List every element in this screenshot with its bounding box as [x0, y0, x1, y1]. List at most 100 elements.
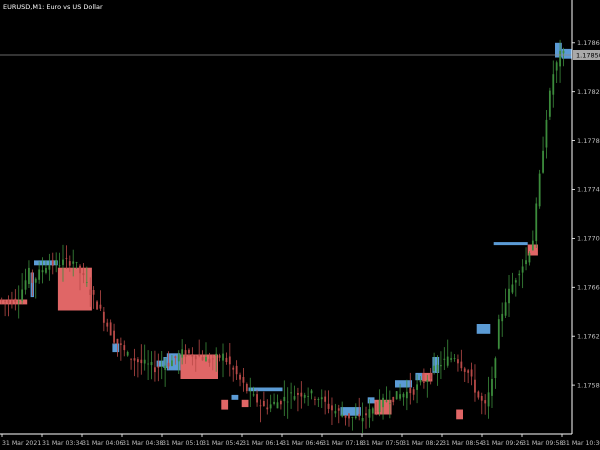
candle-body: [218, 355, 221, 358]
candle-body: [130, 358, 132, 360]
candle-body: [378, 400, 381, 412]
candle-body: [136, 359, 139, 363]
demand-block-5: [156, 360, 164, 367]
candle-body: [126, 352, 129, 356]
price-tick-label: 1.17620: [577, 332, 600, 340]
candle-body: [548, 90, 551, 117]
demand-block-19: [432, 357, 440, 373]
candle-body: [68, 261, 71, 266]
price-tick-label: 1.17780: [577, 137, 600, 145]
candle-body: [511, 284, 514, 293]
candle-body: [21, 289, 24, 301]
candle-body: [0, 299, 3, 301]
candle-body: [297, 393, 299, 395]
candle-body: [358, 413, 361, 417]
candle-body: [555, 62, 558, 71]
time-tick-label: 31 Mar 09:58: [522, 440, 563, 447]
candle-body: [535, 203, 538, 242]
candle-body: [109, 322, 112, 336]
candle-body: [317, 399, 320, 400]
candle-body: [283, 396, 286, 402]
candle-body: [348, 413, 350, 419]
demand-block-4: [112, 343, 120, 353]
candle-body: [143, 359, 146, 364]
candle-body: [327, 403, 330, 409]
candle-body: [559, 50, 561, 67]
candle-body: [273, 401, 275, 404]
candle-body: [31, 272, 34, 283]
supply-block-11: [241, 399, 249, 408]
candle-body: [89, 289, 92, 295]
candle-body: [174, 356, 177, 359]
candle-body: [113, 330, 115, 343]
candle-body: [375, 410, 378, 412]
candle-body: [351, 417, 354, 418]
price-scale[interactable]: 1.17860 1.17820 1.17780 1.17740 1.17700 1.176…: [572, 39, 600, 389]
candle-body: [426, 380, 429, 382]
candle-body: [177, 354, 180, 362]
candle-body: [147, 363, 150, 365]
candle-body: [279, 401, 282, 405]
candle-body: [75, 262, 78, 263]
candle-body: [11, 300, 13, 305]
supply-block-9: [221, 399, 229, 410]
time-tick-label: 31 Mar 05:10: [162, 440, 203, 447]
candle-body: [552, 74, 555, 95]
candle-body: [443, 358, 446, 360]
candle-body: [4, 300, 7, 302]
candle-body: [259, 405, 262, 407]
candle-body: [286, 401, 289, 403]
candle-body: [232, 367, 235, 370]
candle-body: [562, 50, 565, 54]
price-tick-label: 1.17700: [577, 235, 600, 243]
candle-body: [307, 396, 310, 397]
candle-body: [320, 397, 323, 400]
candle-body: [72, 261, 75, 264]
candle-body: [34, 278, 37, 283]
candle-body: [51, 260, 54, 266]
candle-body: [65, 258, 68, 259]
candle-body: [440, 365, 442, 367]
candle-body: [62, 259, 64, 266]
candle-body: [300, 392, 303, 397]
candle-body: [341, 414, 344, 417]
candle-body: [385, 400, 388, 402]
time-tick-label: 31 Mar 08:54: [442, 440, 483, 447]
candle-body: [235, 365, 238, 375]
price-tick-label: 1.17660: [577, 284, 600, 292]
demand-block-10: [231, 394, 239, 400]
demand-block-13: [340, 407, 361, 416]
demand-block-25: [561, 48, 572, 59]
candle-body: [293, 396, 296, 400]
candle-body: [419, 380, 422, 383]
candle-body: [96, 301, 98, 310]
candle-body: [310, 390, 313, 394]
time-tick-label: 31 Mar 04:06: [82, 440, 123, 447]
demand-block-12: [248, 387, 283, 392]
candle-body: [188, 349, 190, 354]
candle-body: [242, 377, 245, 383]
candle-body: [354, 416, 357, 419]
demand-block-7: [166, 353, 181, 371]
candle-body: [433, 365, 436, 371]
candle-body: [416, 384, 418, 390]
candle-body: [181, 349, 184, 358]
candle-body: [164, 365, 167, 370]
supply-block-3: [57, 267, 92, 311]
candle-body: [99, 304, 102, 309]
candle-body: [79, 265, 81, 274]
candle-body: [501, 313, 504, 322]
current-price-label: 1.17850: [573, 50, 600, 60]
candle-body: [133, 358, 136, 361]
candle-body: [467, 370, 470, 373]
candle-body: [392, 397, 395, 403]
candle-body: [17, 301, 20, 303]
candle-body: [446, 356, 449, 366]
candles: [0, 39, 565, 434]
candle-body: [184, 350, 187, 357]
candle-body: [55, 260, 58, 265]
